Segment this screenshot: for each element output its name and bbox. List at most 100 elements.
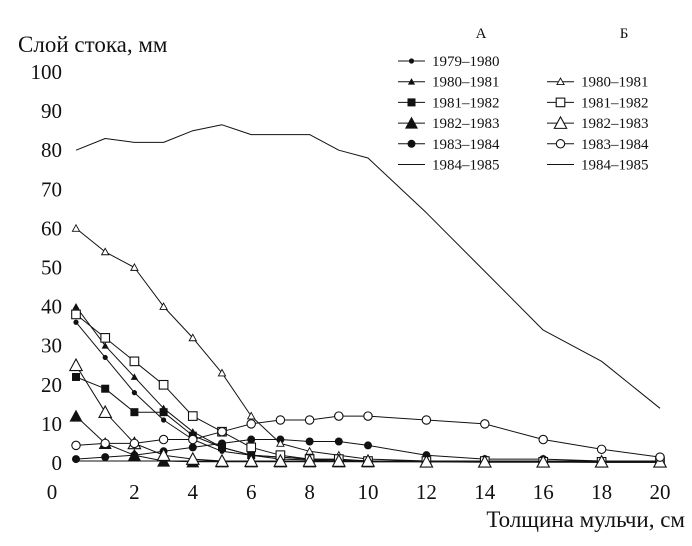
y-axis-ticks: 0 10 20 30 40 50 60 70 80 90 100 (31, 60, 63, 475)
data-point (102, 354, 108, 361)
data-point (98, 404, 113, 418)
series-Б-1982–1983 (68, 357, 668, 468)
legend: А 1979–1980 1980–1981 1981–1982 1982–1983 198… (398, 26, 649, 174)
data-point (130, 451, 139, 460)
data-point (275, 415, 286, 425)
data-point (158, 434, 169, 445)
x-axis-ticks: 0 2 4 6 8 10 12 14 16 18 20 (47, 480, 671, 504)
data-point (419, 454, 434, 468)
data-point (72, 455, 80, 464)
data-point (594, 454, 609, 468)
x-axis-title: Толщина мульчи, см (486, 507, 685, 532)
x-tick-label: 6 (246, 480, 257, 504)
data-point (304, 415, 315, 425)
data-point (214, 453, 230, 467)
y-tick-label: 60 (41, 216, 62, 240)
legend-label: 1981–1982 (581, 95, 649, 111)
data-point (246, 411, 256, 420)
data-point (421, 415, 432, 425)
data-point (538, 434, 548, 445)
data-point (364, 441, 372, 450)
data-point (101, 384, 110, 393)
y-tick-label: 20 (41, 373, 62, 397)
legend-label: 1982–1983 (432, 116, 500, 132)
x-tick-label: 8 (304, 480, 315, 504)
data-point (363, 411, 373, 421)
series-layer (68, 124, 668, 468)
y-tick-label: 100 (31, 60, 63, 84)
legend-label: 1980–1981 (581, 75, 649, 91)
x-tick-label: 12 (416, 480, 437, 504)
data-point (100, 438, 110, 449)
series-Б-1980–1981 (71, 223, 665, 466)
data-point (161, 417, 167, 423)
legend-label: 1983–1984 (581, 137, 649, 153)
data-point (129, 438, 140, 449)
legend-entry: 1984–1985 (398, 158, 500, 174)
y-tick-label: 90 (41, 99, 62, 123)
legend-entry: 1983–1984 (398, 137, 500, 153)
data-point (246, 419, 256, 429)
data-point (244, 453, 259, 467)
data-point (188, 434, 198, 445)
legend-label: 1984–1985 (581, 158, 649, 174)
y-tick-label: 40 (41, 295, 62, 319)
data-point (159, 408, 168, 417)
y-tick-label: 10 (41, 412, 62, 436)
data-point (273, 453, 288, 467)
data-point (71, 223, 81, 232)
data-point (101, 453, 110, 462)
data-point (331, 453, 346, 467)
data-point (246, 442, 257, 453)
legend-group-header: Б (620, 26, 629, 42)
data-point (217, 426, 227, 437)
data-point (536, 454, 551, 468)
data-point (302, 453, 317, 467)
x-tick-label: 14 (474, 480, 496, 504)
data-point (655, 452, 665, 462)
data-point (305, 437, 314, 446)
series-line (75, 439, 660, 462)
data-point (100, 333, 111, 343)
legend-marker (405, 116, 418, 129)
data-point (101, 342, 109, 349)
series-Б-1983–1984 (71, 411, 665, 462)
data-point (596, 444, 607, 455)
legend-label: 1979–1980 (432, 54, 500, 70)
series-line (75, 228, 660, 463)
legend-entry: 1982–1983 (398, 116, 500, 132)
data-point (68, 357, 84, 372)
series-line (75, 124, 661, 409)
legend-entry: 1979–1980 (398, 54, 500, 70)
series-line (75, 415, 661, 458)
legend-marker (407, 78, 416, 85)
legend-entry: 1983–1984 (547, 137, 649, 153)
legend-marker (407, 98, 416, 107)
data-point (334, 411, 344, 421)
data-point (71, 440, 81, 451)
data-point (130, 262, 139, 271)
legend-marker (555, 97, 566, 108)
x-tick-label: 16 (533, 480, 554, 504)
data-point (188, 443, 197, 452)
legend-marker (555, 139, 566, 149)
data-point (276, 438, 285, 447)
data-point (72, 303, 80, 310)
legend-marker (407, 139, 416, 148)
y-axis-title: Слой стока, мм (18, 32, 168, 57)
x-tick-label: 20 (650, 480, 671, 504)
legend-label: 1982–1983 (581, 116, 649, 132)
data-point (69, 409, 83, 422)
legend-entry: 1982–1983 (547, 115, 649, 132)
legend-entry: 1981–1982 (547, 95, 649, 111)
data-point (185, 451, 200, 465)
data-point (217, 368, 227, 377)
data-point (72, 372, 80, 381)
legend-entry: 1980–1981 (398, 75, 500, 91)
legend-marker (553, 115, 568, 129)
data-point (188, 333, 198, 342)
legend-group-header: А (476, 26, 487, 42)
legend-entry: 1980–1981 (547, 75, 649, 91)
y-tick-label: 30 (41, 334, 62, 358)
